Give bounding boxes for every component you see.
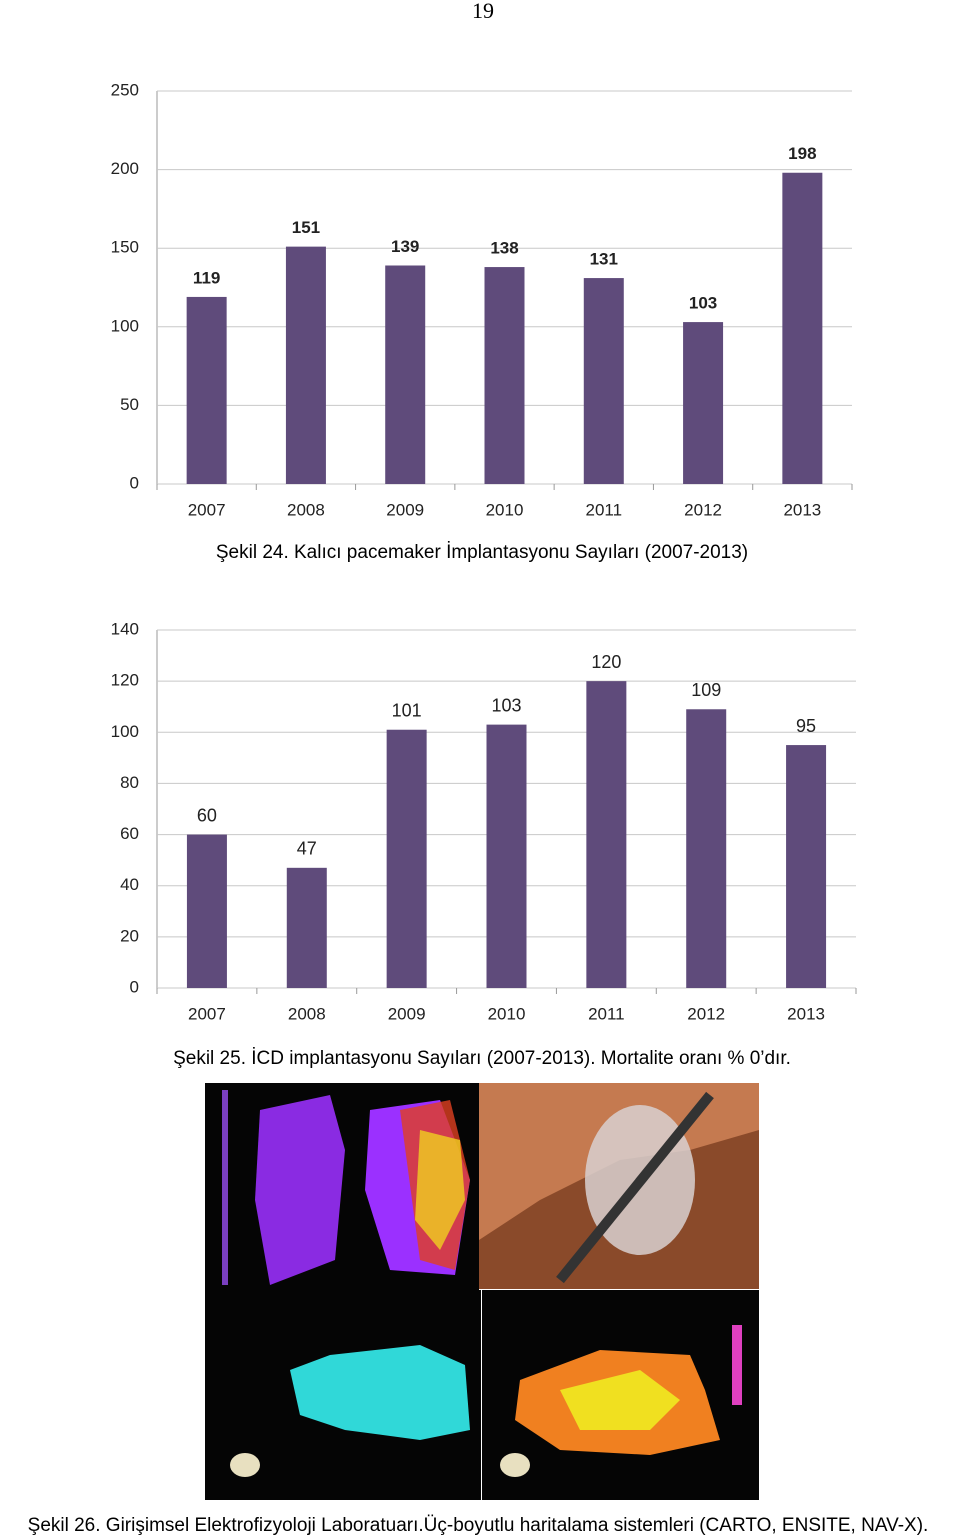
x-tick-label: 2009 (386, 500, 424, 519)
caption: Şekil 24. Kalıcı pacemaker İmplantasyonu… (216, 542, 748, 563)
bar (583, 278, 624, 484)
x-tick-label: 2013 (787, 1004, 825, 1023)
bar (286, 867, 327, 988)
image-composite (205, 1083, 759, 1500)
x-tick-label: 2012 (684, 500, 722, 519)
y-tick-label: 20 (120, 926, 139, 945)
bar (683, 322, 724, 484)
x-tick-label: 2009 (388, 1004, 426, 1023)
y-tick-label: 100 (111, 722, 139, 741)
bar (486, 724, 527, 988)
bar (586, 681, 627, 988)
x-tick-label: 2011 (586, 500, 623, 519)
x-tick-label: 2008 (288, 1004, 326, 1023)
value-label: 95 (796, 716, 816, 736)
x-tick-label: 2012 (687, 1004, 725, 1023)
page-number: 19 (472, 0, 494, 23)
y-tick-label: 150 (111, 238, 139, 257)
bar (385, 265, 426, 484)
value-label: 138 (490, 239, 518, 258)
y-tick-label: 100 (111, 316, 139, 335)
y-tick-label: 0 (130, 977, 139, 996)
y-tick-label: 60 (120, 824, 139, 843)
y-tick-label: 140 (111, 619, 139, 638)
bar (786, 745, 827, 988)
value-label: 119 (193, 268, 220, 287)
value-label: 103 (689, 294, 717, 313)
value-label: 151 (292, 218, 320, 237)
y-tick-label: 250 (111, 80, 139, 99)
bar (285, 246, 326, 484)
value-label: 131 (590, 250, 618, 269)
x-tick-label: 2007 (188, 500, 226, 519)
bar (386, 729, 427, 988)
value-label: 120 (591, 652, 621, 672)
bar (186, 296, 227, 484)
x-tick-label: 2013 (783, 500, 821, 519)
y-tick-label: 40 (120, 875, 139, 894)
value-label: 60 (197, 805, 217, 825)
bar (782, 172, 823, 484)
x-tick-label: 2008 (287, 500, 325, 519)
value-label: 101 (392, 700, 422, 720)
caption: Şekil 25. İCD implantasyonu Sayıları (20… (173, 1048, 791, 1069)
x-tick-label: 2011 (588, 1004, 625, 1023)
caption: Şekil 26. Girişimsel Elektrofizyoloji La… (28, 1515, 929, 1536)
value-label: 139 (391, 237, 419, 256)
bar (186, 834, 227, 988)
x-tick-label: 2010 (488, 1004, 526, 1023)
y-tick-label: 50 (120, 395, 139, 414)
y-tick-label: 120 (111, 671, 139, 690)
value-label: 47 (297, 839, 317, 859)
y-tick-label: 200 (111, 159, 139, 178)
value-label: 109 (691, 680, 721, 700)
bar (686, 709, 727, 988)
y-tick-label: 0 (130, 473, 139, 492)
x-tick-label: 2007 (188, 1004, 226, 1023)
value-label: 103 (491, 695, 521, 715)
value-label: 198 (788, 144, 816, 163)
x-tick-label: 2010 (486, 500, 524, 519)
y-tick-label: 80 (120, 773, 139, 792)
bar (484, 267, 525, 484)
